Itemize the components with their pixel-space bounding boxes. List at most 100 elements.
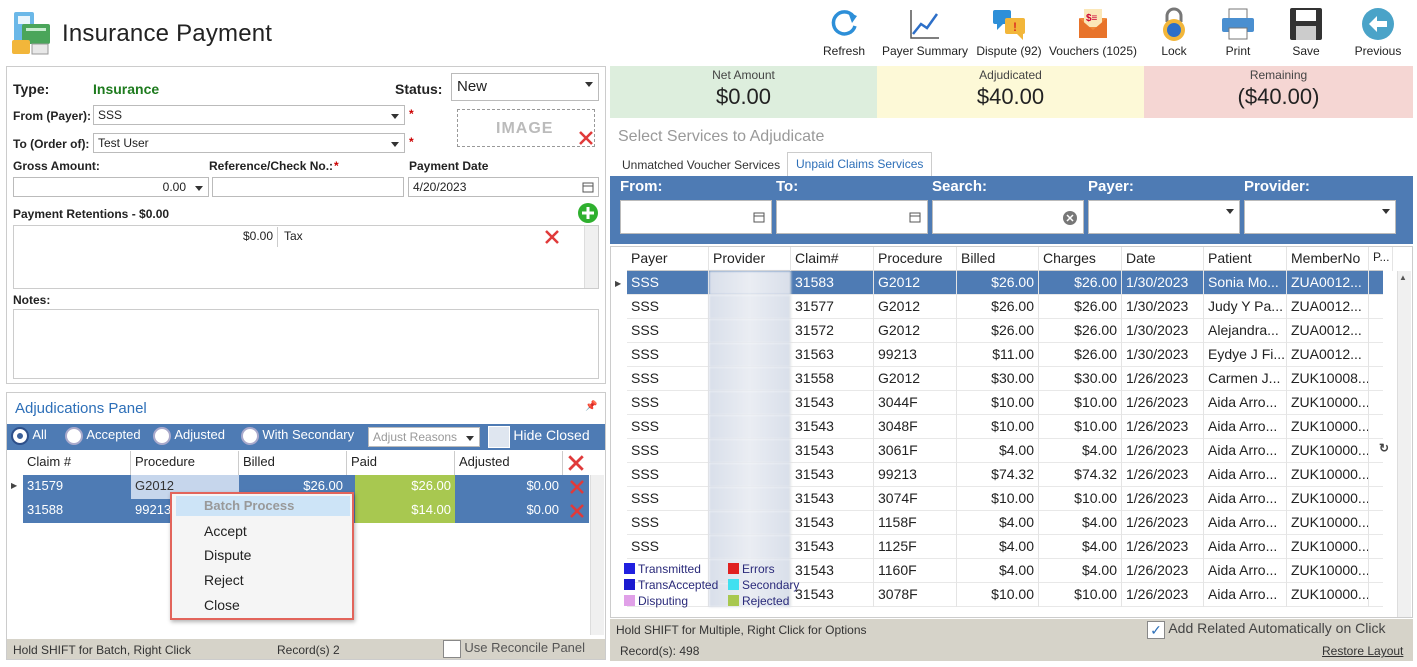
payer-filter-select[interactable]: SSS — [1088, 200, 1240, 234]
context-item-reject[interactable]: Reject — [204, 572, 244, 588]
hide-closed-toggle[interactable]: Hide Closed — [488, 426, 590, 448]
col-provider[interactable]: Provider — [709, 247, 791, 271]
remove-image-icon[interactable] — [578, 130, 594, 146]
type-label: Type: — [13, 81, 50, 97]
filter-accepted[interactable]: Accepted — [65, 427, 141, 445]
col-date[interactable]: Date — [1122, 247, 1204, 271]
service-row[interactable]: SSS 31558 G2012 $30.00 $30.00 1/26/2023 Carmen… — [627, 367, 1383, 391]
delete-row-icon[interactable] — [569, 503, 585, 519]
col-billed[interactable]: Billed — [239, 451, 347, 475]
adjudications-scrollbar[interactable] — [590, 475, 604, 635]
add-retention-icon[interactable] — [578, 203, 598, 223]
scroll-up-icon[interactable]: ▲ — [1399, 273, 1407, 282]
service-row[interactable]: SSS 31583 G2012 $26.00 $26.00 1/30/2023 Sonia … — [627, 271, 1383, 295]
service-row[interactable]: SSS 31543 1125F $4.00 $4.00 1/26/2023 Aida Arr… — [627, 535, 1383, 559]
clear-search-icon[interactable] — [1063, 211, 1077, 225]
add-related-toggle[interactable]: ✓ Add Related Automatically on Click — [1147, 620, 1385, 639]
col-patient[interactable]: Patient — [1204, 247, 1287, 271]
calendar-icon[interactable] — [582, 181, 594, 193]
date-cell: 1/26/2023 — [1122, 415, 1204, 439]
col-billed[interactable]: Billed — [957, 247, 1039, 271]
to-date-input[interactable] — [776, 200, 928, 234]
tab-unpaid-claims[interactable]: Unpaid Claims Services — [787, 152, 933, 178]
service-row[interactable]: SSS 31543 3044F $10.00 $10.00 1/26/2023 Aida A… — [627, 391, 1383, 415]
date-cell: 1/26/2023 — [1122, 559, 1204, 583]
from-payer-select[interactable]: SSS — [93, 105, 405, 125]
col-charges[interactable]: Charges — [1039, 247, 1122, 271]
col-p[interactable]: P... — [1369, 247, 1393, 271]
context-item-dispute[interactable]: Dispute — [204, 547, 252, 563]
claim-cell: 31583 — [791, 271, 874, 295]
charges-cell: $4.00 — [1039, 511, 1122, 535]
memberno-cell: ZUK10000... — [1287, 463, 1369, 487]
net-amount-value: $0.00 — [715, 84, 772, 109]
service-row[interactable]: SSS 31543 3048F $10.00 $10.00 1/26/2023 Aida A… — [627, 415, 1383, 439]
vouchers-button[interactable]: $≡ Vouchers (1025) — [1048, 6, 1138, 62]
status-select[interactable]: New — [451, 73, 599, 101]
provider-filter-select[interactable] — [1244, 200, 1396, 234]
retention-amount[interactable]: $0.00 — [30, 227, 278, 247]
payer-cell — [627, 583, 709, 607]
service-row[interactable]: SSS 31563 99213 $11.00 $26.00 1/30/2023 Eydye … — [627, 343, 1383, 367]
retentions-scrollbar[interactable] — [584, 226, 598, 288]
service-row[interactable]: 31543 3078F $10.00 $10.00 1/26/2023 Aida Arro… — [627, 583, 1383, 607]
adjusted-cell[interactable]: $0.00 — [526, 502, 559, 517]
services-scrollbar[interactable]: ▲ — [1397, 271, 1411, 617]
col-procedure[interactable]: Procedure — [874, 247, 957, 271]
col-paid[interactable]: Paid — [347, 451, 455, 475]
save-button[interactable]: Save — [1288, 6, 1324, 62]
restore-layout-link[interactable]: Restore Layout — [1322, 644, 1404, 658]
service-row[interactable]: SSS 31543 3061F $4.00 $4.00 1/26/2023 Aida Arr… — [627, 439, 1383, 463]
filter-all[interactable]: All — [11, 427, 47, 445]
col-memberno[interactable]: MemberNo — [1287, 247, 1369, 271]
swatch — [728, 579, 739, 590]
refresh-button[interactable]: Refresh — [820, 6, 868, 62]
filter-with-secondary[interactable]: With Secondary — [241, 427, 354, 445]
calendar-icon[interactable] — [909, 211, 921, 223]
context-item-close[interactable]: Close — [204, 597, 240, 613]
col-payer[interactable]: Payer — [627, 247, 709, 271]
paid-cell[interactable]: $14.00 — [355, 499, 455, 523]
procedure-cell: 99213 — [135, 502, 172, 517]
retention-description[interactable]: Tax — [284, 229, 303, 243]
services-grid-header: Payer Provider Claim# Procedure Billed C… — [627, 247, 1393, 271]
paid-cell[interactable]: $26.00 — [355, 475, 455, 499]
service-row[interactable]: 31543 1160F $4.00 $4.00 1/26/2023 Aida Arro..… — [627, 559, 1383, 583]
col-procedure[interactable]: Procedure — [131, 451, 239, 475]
print-button[interactable]: Print — [1218, 6, 1258, 62]
adjust-reasons-select[interactable]: Adjust Reasons — [368, 427, 480, 447]
search-input[interactable] — [932, 200, 1084, 234]
delete-all-icon[interactable] — [567, 454, 585, 472]
service-row[interactable]: SSS 31543 1158F $4.00 $4.00 1/26/2023 Aida Arr… — [627, 511, 1383, 535]
service-row[interactable]: SSS 31577 G2012 $26.00 $26.00 1/30/2023 Judy Y… — [627, 295, 1383, 319]
col-claim[interactable]: Claim # — [23, 451, 131, 475]
memberno-cell: ZUA0012... — [1287, 319, 1369, 343]
reference-input[interactable] — [212, 177, 404, 197]
delete-row-icon[interactable] — [569, 479, 585, 495]
col-adjusted[interactable]: Adjusted — [455, 451, 563, 475]
col-claim[interactable]: Claim# — [791, 247, 874, 271]
use-reconcile-toggle[interactable]: Use Reconcile Panel — [443, 640, 585, 658]
image-placeholder[interactable]: IMAGE — [457, 109, 595, 147]
pin-icon[interactable]: 📌 — [585, 401, 598, 412]
from-date-input[interactable] — [620, 200, 772, 234]
filter-adjusted[interactable]: Adjusted — [153, 427, 225, 445]
notes-textarea[interactable] — [13, 309, 599, 379]
refresh-row-icon[interactable]: ↻ — [1379, 441, 1390, 455]
radio-icon — [65, 427, 83, 445]
service-row[interactable]: SSS 31543 99213 $74.32 $74.32 1/26/2023 Aida A… — [627, 463, 1383, 487]
payer-summary-button[interactable]: Payer Summary — [882, 6, 968, 62]
to-order-select[interactable]: Test User — [93, 133, 405, 153]
service-row[interactable]: SSS 31543 3074F $10.00 $10.00 1/26/2023 Aida A… — [627, 487, 1383, 511]
lock-button[interactable]: Lock — [1156, 6, 1192, 62]
service-row[interactable]: SSS 31572 G2012 $26.00 $26.00 1/30/2023 Alejan… — [627, 319, 1383, 343]
delete-retention-icon[interactable] — [544, 229, 560, 245]
adjusted-cell[interactable]: $0.00 — [526, 478, 559, 493]
previous-button[interactable]: Previous — [1352, 6, 1404, 62]
dispute-button[interactable]: ! Dispute (92) — [974, 6, 1044, 62]
calendar-icon[interactable] — [753, 211, 765, 223]
payment-date-input[interactable]: 4/20/2023 — [408, 177, 599, 197]
context-item-accept[interactable]: Accept — [204, 523, 247, 539]
gross-amount-input[interactable]: 0.00 — [13, 177, 209, 197]
tab-unmatched-voucher[interactable]: Unmatched Voucher Services — [622, 158, 781, 172]
